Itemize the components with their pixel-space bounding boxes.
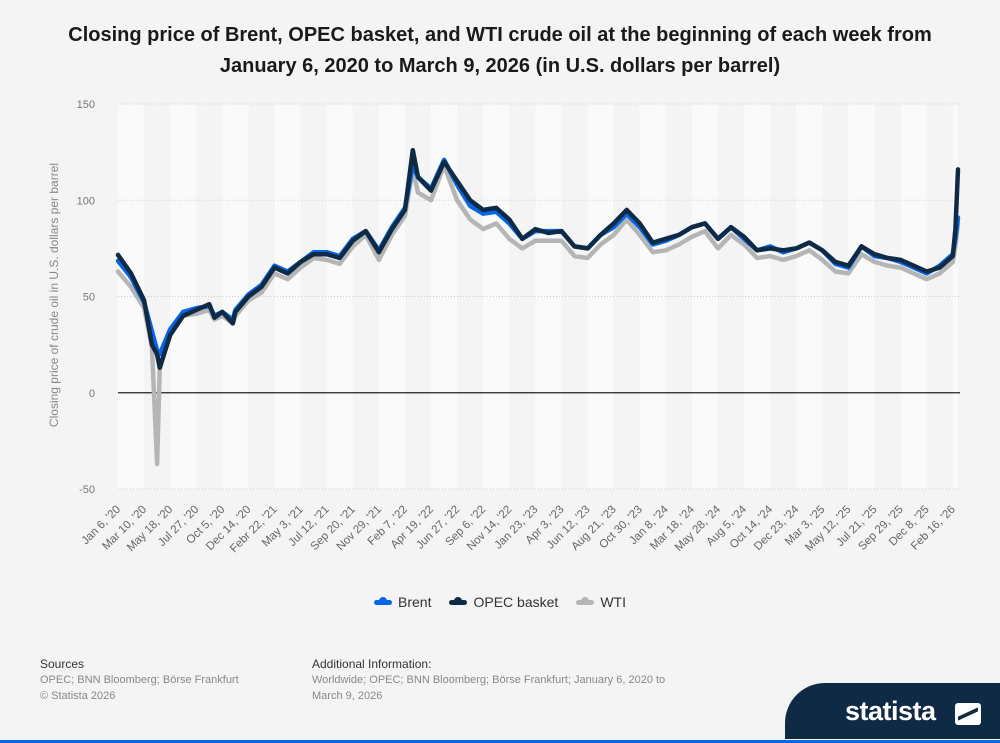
legend-label: OPEC basket [473,594,559,610]
background-band [535,104,562,489]
y-tick-label: 150 [77,99,95,111]
legend-label: Brent [398,594,432,610]
statista-logo-icon [955,703,981,725]
logo-text: statista [845,696,936,726]
sources-block: Sources OPEC; BNN Bloomberg; Börse Frank… [40,656,239,704]
legend: Brent OPEC basket WTI [0,594,1000,610]
y-axis-label: Closing price of crude oil in U.S. dolla… [47,163,61,427]
additional-info-text-2: March 9, 2026 [312,690,383,702]
series-line-opec-basket [115,147,961,370]
bottom-accent-bar [0,740,1000,743]
additional-info-heading: Additional Information: [312,657,432,671]
gridlines [118,103,960,490]
y-tick-label: 0 [89,388,95,400]
legend-item-brent[interactable]: Brent [374,594,431,610]
additional-info-text: Worldwide; OPEC; BNN Bloomberg; Börse Fr… [312,674,666,686]
background-band [196,104,223,489]
background-band [352,104,379,489]
background-band [587,104,614,489]
background-band [848,104,875,489]
statista-logo[interactable]: statista [785,683,1000,739]
brent-swatch-icon [374,597,393,605]
background-band [457,104,484,489]
legend-item-wti[interactable]: WTI [576,594,626,610]
background-band [326,104,353,489]
background-band [770,104,797,489]
sources-text[interactable]: OPEC; BNN Bloomberg; Börse Frankfurt [40,674,239,686]
y-tick-label: 50 [83,292,95,304]
opec-swatch-icon [449,597,468,605]
background-band [613,104,640,489]
wti-swatch-icon [576,597,595,605]
y-axis-ticks: 150 100 50 0 -50 [77,99,95,496]
background-band [796,104,823,489]
legend-label: WTI [600,594,626,610]
chart-title: Closing price of Brent, OPEC basket, and… [68,24,932,77]
background-band [874,104,901,489]
background-band [691,104,718,489]
background-band [274,104,301,489]
background-band [926,104,953,489]
background-band [170,104,197,489]
series-lines [115,147,961,467]
background-band [509,104,536,489]
y-tick-label: 100 [77,195,95,207]
copyright: © Statista 2026 [40,690,116,702]
y-tick-label: -50 [79,484,95,496]
sources-heading: Sources [40,657,85,671]
legend-item-opec[interactable]: OPEC basket [449,594,558,610]
additional-info-block: Additional Information: Worldwide; OPEC;… [312,656,665,704]
